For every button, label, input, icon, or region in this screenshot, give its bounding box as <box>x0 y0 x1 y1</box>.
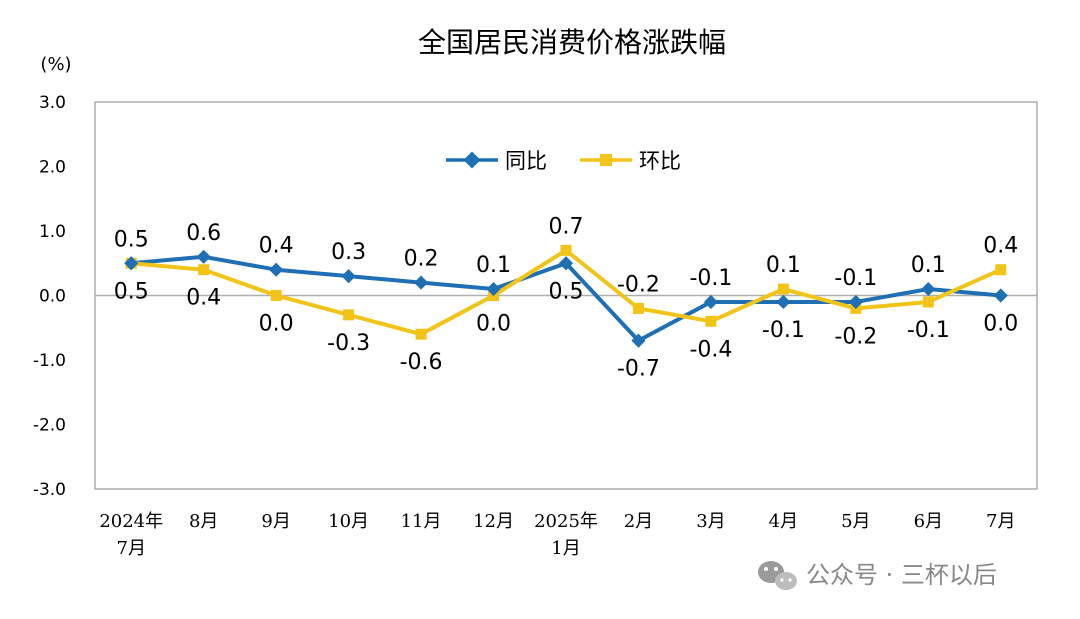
data-point-yoy <box>631 333 646 348</box>
series-markers <box>124 244 1008 348</box>
data-label-mom: 0.7 <box>549 214 584 239</box>
y-tick-label: -1.0 <box>33 351 66 371</box>
x-tick-label: 3月 <box>696 511 725 532</box>
legend: 同比 环比 <box>446 149 681 173</box>
y-tick-label: -2.0 <box>33 416 66 436</box>
y-axis-unit: (%) <box>40 54 71 75</box>
data-label-yoy: 0.6 <box>186 221 221 246</box>
y-tick-label: -3.0 <box>33 480 66 500</box>
data-label-mom: 0.0 <box>259 312 294 337</box>
data-point-mom <box>632 302 644 314</box>
data-point-yoy <box>269 262 284 277</box>
data-label-yoy: 0.1 <box>911 253 946 278</box>
data-label-yoy: -0.1 <box>834 266 877 291</box>
x-tick-label: 4月 <box>769 511 798 532</box>
data-label-yoy: -0.7 <box>617 357 660 382</box>
x-tick-label: 2025年 <box>534 511 598 532</box>
x-tick-label: 7月 <box>117 538 146 559</box>
data-point-mom <box>777 283 789 295</box>
data-point-mom <box>560 244 572 256</box>
x-tick-label: 1月 <box>551 538 580 559</box>
x-tick-label: 10月 <box>328 511 369 532</box>
legend-marker-mom <box>600 154 612 166</box>
data-point-yoy <box>341 269 356 284</box>
data-point-mom <box>270 290 282 301</box>
data-label-mom: -0.6 <box>400 350 443 375</box>
data-label-yoy: 0.5 <box>549 279 584 304</box>
data-point-yoy <box>414 275 429 290</box>
data-label-yoy: 0.1 <box>476 253 511 278</box>
data-label-yoy: 0.5 <box>114 227 149 252</box>
data-label-mom: -0.2 <box>617 272 660 297</box>
x-tick-label: 2月 <box>624 511 653 532</box>
data-label-mom: -0.2 <box>834 324 877 349</box>
data-label-mom: -0.4 <box>689 337 732 362</box>
data-point-yoy <box>703 294 718 310</box>
data-label-yoy: -0.1 <box>762 318 805 343</box>
data-point-yoy <box>848 294 863 310</box>
data-labels: 0.5 0.6 0.4 0.3 0.2 0.1 0.5 -0.7 -0.1 -0.1 -0.1 0.1… <box>114 214 1019 381</box>
data-point-mom <box>198 264 210 276</box>
x-tick-label: 11月 <box>401 511 442 532</box>
data-label-mom: 0.1 <box>766 253 801 278</box>
x-tick-label: 12月 <box>473 511 514 532</box>
x-tick-label: 2024年 <box>99 511 163 532</box>
data-point-yoy <box>993 288 1008 303</box>
data-label-mom: 0.4 <box>186 286 221 311</box>
data-point-yoy <box>486 281 501 297</box>
data-label-mom: 0.4 <box>983 234 1018 259</box>
watermark: 公众号 · 三杯以后 <box>758 561 997 590</box>
data-point-mom <box>343 309 355 321</box>
data-label-mom: -0.3 <box>327 331 370 356</box>
data-point-mom <box>922 296 934 308</box>
x-tick-label: 6月 <box>914 511 943 532</box>
x-axis-ticks: 2024年 7月 8月 9月 10月 11月 12月 2025年 1月 2月 3月 4月 5月 6月 7月 <box>99 511 1015 559</box>
x-tick-label: 8月 <box>189 511 218 532</box>
data-point-mom <box>415 328 427 340</box>
data-label-yoy: 0.3 <box>331 240 366 265</box>
data-point-yoy <box>776 294 791 310</box>
data-label-mom: 0.5 <box>114 279 149 304</box>
data-point-yoy <box>558 256 574 271</box>
data-point-mom <box>995 264 1007 276</box>
data-point-yoy <box>921 281 936 297</box>
data-point-yoy <box>196 249 211 264</box>
y-tick-label: 0.0 <box>39 287 66 307</box>
data-label-mom: 0.0 <box>476 312 511 337</box>
y-axis-ticks: 3.0 2.0 1.0 0.0 -1.0 -2.0 -3.0 <box>33 93 66 500</box>
wechat-icon <box>758 561 797 590</box>
chart-title: 全国居民消费价格涨跌幅 <box>418 26 726 59</box>
y-tick-label: 3.0 <box>39 93 66 113</box>
legend-label-yoy: 同比 <box>505 149 547 173</box>
x-tick-label: 5月 <box>841 511 870 532</box>
y-tick-label: 2.0 <box>39 158 66 178</box>
data-label-mom: -0.1 <box>907 318 950 343</box>
data-label-yoy: -0.1 <box>689 266 732 291</box>
x-tick-label: 7月 <box>986 511 1015 532</box>
data-label-yoy: 0.0 <box>983 312 1018 337</box>
watermark-text: 公众号 · 三杯以后 <box>806 561 997 589</box>
legend-marker-yoy <box>463 151 481 169</box>
data-label-yoy: 0.4 <box>259 234 294 259</box>
y-tick-label: 1.0 <box>39 222 66 242</box>
legend-label-mom: 环比 <box>639 149 681 173</box>
data-point-mom <box>705 315 717 327</box>
x-tick-label: 9月 <box>261 511 290 532</box>
data-label-yoy: 0.2 <box>404 247 439 272</box>
